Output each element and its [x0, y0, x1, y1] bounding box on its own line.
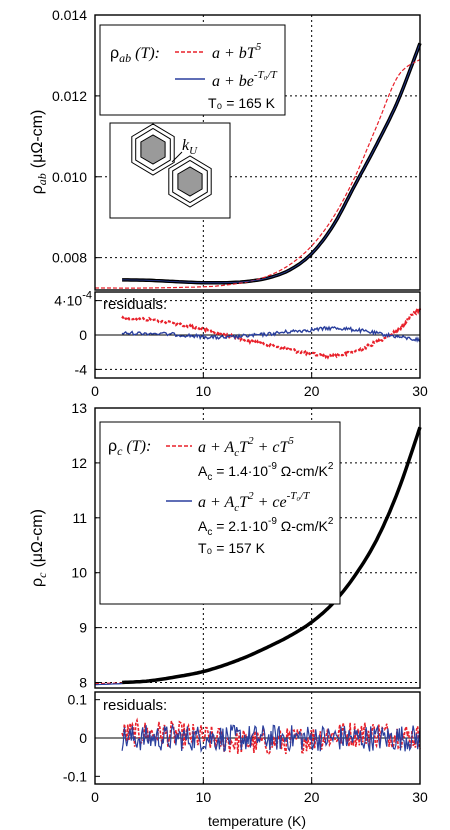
- inset-hexagon-1-mid: [135, 127, 171, 172]
- y-tick-label: 10: [71, 565, 87, 581]
- x-tick-label: 10: [196, 789, 212, 805]
- legend-rho-c: ρc (T): a + AcT2 + cT5 Ac = 1.4·10-9 Ω-c…: [99, 421, 341, 605]
- y-label-sub: ab: [35, 173, 49, 185]
- inset-hexagon-2-mid: [172, 159, 208, 204]
- series-line-rho-c-data: [121, 426, 422, 685]
- panel-rho-c-residuals: residuals: 0.10-0.1 0 10 20 30 temperature …: [63, 691, 428, 829]
- panel-rho-c: 8 9 10 11 12 13 ρc(μΩ-cm) ρc (T): a + AcT2 + …: [29, 400, 422, 691]
- y-tick-label: -4: [75, 361, 88, 377]
- series-rho-ab-residuals: [121, 308, 422, 360]
- y-axis-label-rho-ab: ρab (μΩ-cm): [29, 110, 49, 195]
- series-line-rho-c-power-fit: [95, 682, 123, 685]
- x-ticks-rho-ab-residuals: 0 10 20 30: [91, 373, 428, 399]
- residuals-label-c: residuals:: [103, 697, 167, 714]
- x-axis-label: temperature (K): [208, 813, 306, 829]
- y-tick-label: 8: [79, 675, 87, 691]
- y-axis-label-rho-c: ρc(μΩ-cm): [29, 509, 49, 587]
- x-tick-label: 0: [91, 789, 99, 805]
- series-line-rho-ab-exp-fit: [122, 43, 421, 284]
- x-tick-label: 30: [412, 789, 428, 805]
- series-line-rho-ab-power-fit: [95, 58, 421, 289]
- legend-entry2-rho-c: a + AcT2 + ce-T₀/T: [198, 490, 310, 514]
- inset-label: kU: [182, 137, 198, 157]
- y-tick-label: 0.008: [52, 250, 87, 266]
- y-tick-label: 13: [71, 400, 87, 416]
- series-rho-c: [94, 426, 422, 686]
- y-tick-label: 11: [72, 510, 87, 526]
- residuals-label-ab: residuals:: [103, 296, 167, 313]
- y-label-symbol: ρ: [29, 185, 46, 194]
- y-tick-label: 4·10-4: [54, 290, 92, 309]
- series-rho-ab: [95, 42, 422, 289]
- legend-rho-ab: ρab (T): a + bT5 a + be-T₀/T T₀ = 165 K: [99, 24, 286, 116]
- inset-hexagon-2-core: [177, 166, 203, 197]
- x-tick-label: 20: [304, 789, 320, 805]
- y-tick-label: 0: [79, 327, 87, 343]
- y-tick-label: 0: [79, 730, 87, 746]
- x-tick-label: 30: [412, 383, 428, 399]
- inset-fermi-surface: kU: [109, 122, 231, 219]
- y-tick-label: 12: [71, 455, 87, 471]
- legend-param1-rho-c: Ac = 1.4·10-9 Ω-cm/K2: [198, 461, 334, 483]
- series-line-rho-ab-power-residual: [121, 308, 422, 360]
- y-tick-label: 0.012: [52, 88, 87, 104]
- series-line-rho-c-exp-residual: [121, 723, 421, 753]
- frame-rho-ab: [94, 14, 421, 291]
- y-tick-label: 0.014: [52, 7, 87, 23]
- legend-param2-rho-c: Ac = 2.1·10-9 Ω-cm/K2: [198, 516, 334, 538]
- legend-title-rho-ab: ρab (T):: [110, 45, 160, 65]
- inset-pointer: [171, 151, 183, 163]
- y-ticks-rho-c-residuals: 0.1 0 -0.1: [63, 692, 100, 784]
- x-ticks-rho-c-residuals: 0 10 20 30: [91, 779, 428, 805]
- x-tick-label: 20: [304, 383, 320, 399]
- y-tick-label: -0.1: [63, 768, 87, 784]
- panel-rho-ab-residuals: residuals: 4·10-40-4 0 10 20 30: [54, 290, 428, 399]
- legend-entry1-rho-ab: a + bT5: [212, 41, 262, 62]
- y-label-unit: (μΩ-cm): [29, 110, 46, 169]
- legend-param3-rho-c: T₀ = 157 K: [198, 540, 266, 556]
- y-ticks-rho-ab: 0.008 0.010 0.012 0.014: [52, 7, 100, 266]
- legend-entry1-rho-c: a + AcT2 + cT5: [198, 435, 294, 459]
- x-tick-label: 10: [196, 383, 212, 399]
- y-tick-label: 0.010: [52, 169, 87, 185]
- inset-hexagon-1-core: [140, 134, 166, 165]
- y-ticks-rho-c: 8 9 10 11 12 13: [71, 400, 100, 691]
- x-tick-label: 0: [91, 383, 99, 399]
- y-ticks-rho-ab-residuals: 4·10-4 0 -4: [54, 290, 100, 377]
- legend-box-rho-c: [99, 421, 341, 605]
- legend-box-rho-ab: [99, 24, 286, 116]
- legend-title-rho-c: ρc (T):: [108, 438, 151, 458]
- series-line-rho-c-exp-fit: [94, 682, 123, 686]
- series-rho-c-residuals: [121, 717, 421, 755]
- series-line-rho-ab-exp-residual: [121, 325, 421, 343]
- frame-rho-c: [94, 407, 421, 689]
- y-tick-label: 9: [79, 620, 87, 636]
- y-tick-label: 0.1: [68, 692, 88, 708]
- legend-entry2-rho-ab: a + be-T₀/T: [212, 69, 278, 90]
- panel-rho-ab: 0.008 0.010 0.012 0.014 ρab (μΩ-cm) ρab (T):…: [29, 7, 422, 291]
- inset-hexagon-1-outer: [131, 123, 175, 176]
- legend-param-rho-ab: T₀ = 165 K: [208, 95, 276, 111]
